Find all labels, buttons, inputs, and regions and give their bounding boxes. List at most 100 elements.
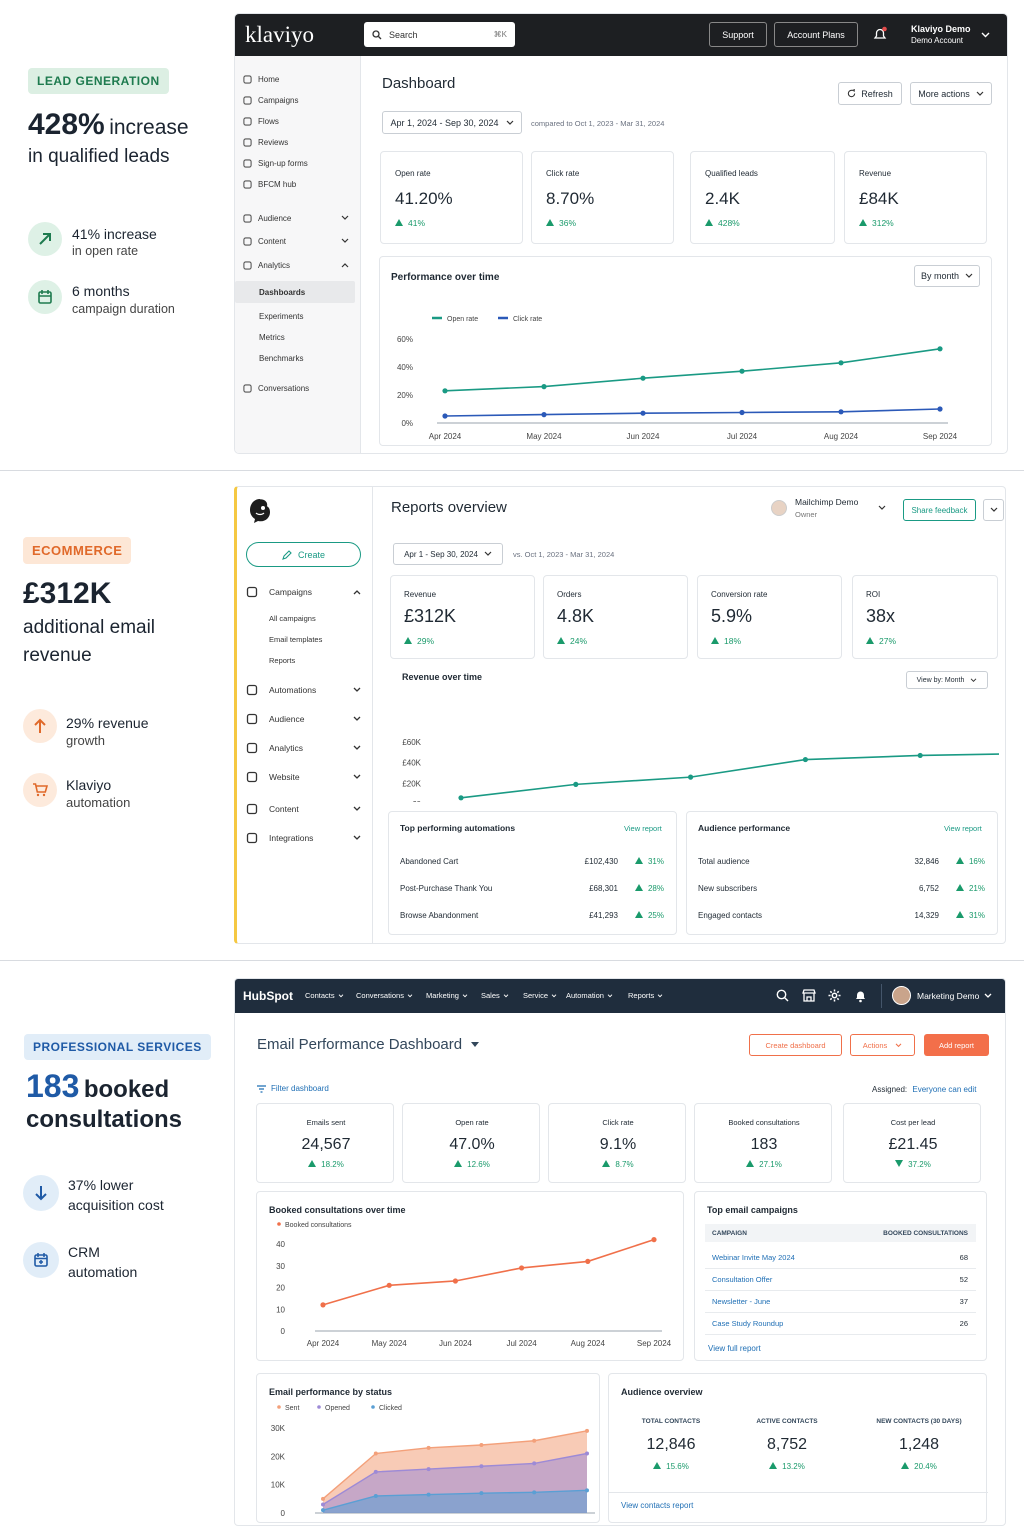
- sidebar-item-audience[interactable]: Audience: [243, 210, 361, 226]
- mailchimp-logo-icon[interactable]: [247, 497, 273, 525]
- column-header[interactable]: BOOKED CONSULTATIONS: [883, 1230, 968, 1237]
- support-button[interactable]: Support: [709, 22, 767, 47]
- sidebar-item-all-campaigns[interactable]: All campaigns: [269, 611, 369, 626]
- data-point[interactable]: [532, 1461, 537, 1466]
- legend-item[interactable]: Booked consultations: [277, 1222, 352, 1229]
- data-point[interactable]: [320, 1302, 326, 1308]
- create-button[interactable]: Create: [246, 542, 361, 567]
- more-dropdown-button[interactable]: [983, 499, 1004, 521]
- data-point[interactable]: [585, 1488, 589, 1493]
- sidebar-item-content[interactable]: Content: [246, 801, 369, 816]
- sidebar-item-website[interactable]: Website: [246, 769, 369, 784]
- data-point[interactable]: [838, 360, 844, 366]
- data-point[interactable]: [452, 1278, 458, 1284]
- table-row[interactable]: Newsletter - June 37: [705, 1291, 976, 1313]
- sidebar-item-conversations[interactable]: Conversations: [243, 380, 361, 396]
- date-range-select[interactable]: Apr 1 - Sep 30, 2024: [393, 543, 503, 565]
- data-point[interactable]: [802, 756, 808, 763]
- search-icon[interactable]: [776, 989, 789, 1002]
- marketplace-icon[interactable]: [802, 989, 816, 1002]
- nav-menu-contacts[interactable]: Contacts: [305, 991, 344, 1000]
- data-point[interactable]: [541, 412, 547, 418]
- sidebar-item-bfcm-hub[interactable]: BFCM hub: [243, 176, 361, 192]
- nav-menu-conversations[interactable]: Conversations: [356, 991, 413, 1000]
- assigned-value[interactable]: Everyone can edit: [912, 1085, 977, 1094]
- data-point[interactable]: [321, 1502, 325, 1507]
- sidebar-item-analytics[interactable]: Analytics: [246, 740, 369, 755]
- bell-icon[interactable]: [854, 989, 867, 1003]
- share-feedback-button[interactable]: Share feedback: [903, 499, 976, 521]
- data-point[interactable]: [458, 795, 464, 801]
- user-avatar[interactable]: [771, 500, 787, 516]
- data-point[interactable]: [532, 1438, 537, 1443]
- legend-item[interactable]: Opened: [317, 1405, 350, 1412]
- actions-button[interactable]: Actions: [850, 1034, 915, 1056]
- campaign-link[interactable]: Case Study Roundup: [712, 1319, 784, 1328]
- data-point[interactable]: [519, 1265, 525, 1271]
- account-name[interactable]: Marketing Demo: [917, 991, 980, 1001]
- account-plans-button[interactable]: Account Plans: [774, 22, 858, 47]
- data-point[interactable]: [373, 1494, 378, 1498]
- view-by-select[interactable]: View by: Month: [906, 671, 988, 689]
- data-point[interactable]: [426, 1492, 431, 1497]
- data-point[interactable]: [373, 1469, 378, 1474]
- data-point[interactable]: [373, 1451, 378, 1456]
- nav-menu-service[interactable]: Service: [523, 991, 557, 1000]
- sidebar-item-audience[interactable]: Audience: [246, 711, 369, 726]
- legend-item[interactable]: Open rate: [432, 316, 478, 323]
- data-point[interactable]: [541, 384, 547, 390]
- table-row[interactable]: Consultation Offer 52: [705, 1269, 976, 1291]
- sidebar-item-sign-up-forms[interactable]: Sign-up forms: [243, 155, 361, 171]
- sidebar-item-reports[interactable]: Reports: [269, 653, 369, 668]
- chevron-down-icon[interactable]: [981, 31, 990, 39]
- data-point[interactable]: [386, 1282, 392, 1288]
- data-point[interactable]: [573, 781, 579, 787]
- legend-item[interactable]: Sent: [277, 1405, 299, 1412]
- data-point[interactable]: [479, 1464, 484, 1469]
- sidebar-item-reviews[interactable]: Reviews: [243, 134, 361, 150]
- hubspot-logo[interactable]: HubSpot: [243, 989, 293, 1003]
- data-point[interactable]: [585, 1428, 589, 1433]
- add-report-button[interactable]: Add report: [924, 1034, 989, 1056]
- data-point[interactable]: [585, 1258, 591, 1264]
- search-input[interactable]: Search ⌘K: [364, 22, 515, 47]
- table-row[interactable]: Case Study Roundup 26: [705, 1313, 976, 1335]
- campaign-link[interactable]: Consultation Offer: [712, 1275, 773, 1284]
- view-contacts-link[interactable]: View contacts report: [621, 1501, 694, 1510]
- data-point[interactable]: [640, 375, 646, 381]
- klaviyo-logo[interactable]: klaviyo: [245, 22, 314, 47]
- column-header[interactable]: CAMPAIGN: [712, 1230, 747, 1237]
- data-point[interactable]: [838, 409, 844, 415]
- data-point[interactable]: [479, 1443, 484, 1447]
- sidebar-item-content[interactable]: Content: [243, 233, 361, 249]
- sidebar-item-automations[interactable]: Automations: [246, 682, 369, 697]
- sidebar-item-analytics[interactable]: Analytics: [243, 257, 361, 273]
- campaign-link[interactable]: Webinar Invite May 2024: [712, 1253, 795, 1262]
- data-point[interactable]: [532, 1490, 537, 1495]
- sidebar-item-experiments[interactable]: Experiments: [235, 305, 355, 327]
- data-point[interactable]: [937, 346, 943, 352]
- data-point[interactable]: [688, 774, 694, 780]
- create-dashboard-button[interactable]: Create dashboard: [749, 1034, 842, 1056]
- refresh-button[interactable]: Refresh: [838, 82, 902, 105]
- data-point[interactable]: [937, 406, 943, 412]
- avatar[interactable]: [892, 986, 911, 1005]
- sidebar-item-benchmarks[interactable]: Benchmarks: [235, 347, 355, 369]
- nav-menu-reports[interactable]: Reports: [628, 991, 663, 1000]
- sidebar-item-metrics[interactable]: Metrics: [235, 326, 355, 348]
- account-menu[interactable]: Klaviyo Demo Demo Account: [911, 24, 971, 45]
- data-point[interactable]: [917, 752, 923, 759]
- caret-down-icon[interactable]: [471, 1041, 480, 1048]
- data-point[interactable]: [739, 409, 745, 416]
- data-point[interactable]: [321, 1508, 325, 1513]
- gear-icon[interactable]: [828, 989, 841, 1002]
- data-point[interactable]: [426, 1467, 431, 1472]
- view-report-link[interactable]: View report: [624, 824, 662, 833]
- data-point[interactable]: [739, 368, 745, 374]
- sidebar-item-campaigns[interactable]: Campaigns: [243, 92, 361, 108]
- nav-menu-sales[interactable]: Sales: [481, 991, 509, 1000]
- chevron-down-icon[interactable]: [878, 505, 886, 511]
- campaign-link[interactable]: Newsletter - June: [712, 1297, 771, 1306]
- legend-item[interactable]: Click rate: [498, 316, 542, 323]
- sidebar-item-home[interactable]: Home: [243, 71, 361, 87]
